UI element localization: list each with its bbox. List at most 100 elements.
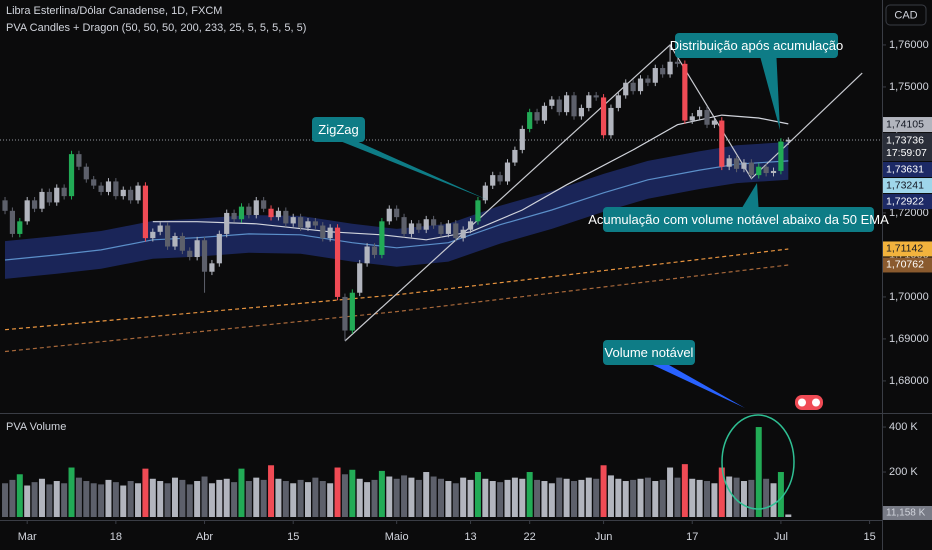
volume-bar	[526, 472, 533, 517]
candle-body	[445, 223, 451, 234]
volume-bar	[157, 481, 164, 517]
candle-body	[652, 68, 658, 83]
candle-body	[76, 154, 82, 167]
candle-body	[637, 78, 644, 92]
candle-body	[194, 240, 200, 258]
candle-body	[386, 208, 392, 222]
candle-body	[24, 200, 30, 222]
candle-body	[453, 223, 459, 239]
indicator-title: PVA Candles + Dragon (50, 50, 50, 200, 2…	[6, 22, 306, 34]
volume-bar	[98, 484, 105, 517]
x-tick-label: 13	[464, 531, 476, 543]
callout-pointer	[342, 142, 488, 200]
candle-body	[113, 181, 119, 197]
volume-bar	[53, 481, 60, 517]
candle-body	[91, 179, 97, 186]
candle-body	[711, 120, 718, 125]
candle-body	[357, 263, 363, 293]
x-tick-label: 15	[863, 531, 875, 543]
candle-body	[534, 112, 540, 121]
candle-body	[46, 191, 52, 203]
candle-body	[586, 95, 592, 108]
price-badge-label: 1,74105	[886, 118, 924, 130]
price-badge-label: 1,72922	[886, 195, 924, 207]
volume-bar	[275, 478, 282, 517]
currency-label[interactable]: CAD	[894, 9, 917, 21]
volume-bar	[142, 468, 149, 517]
volume-bar	[430, 476, 437, 517]
volume-bar	[423, 472, 430, 517]
price-badge-label: 1,73736	[886, 134, 924, 146]
volume-bar	[334, 467, 341, 517]
volume-bar	[364, 482, 371, 517]
volume-bar	[297, 479, 304, 517]
price-badge	[883, 178, 932, 194]
candle-body	[512, 149, 518, 163]
price-pane: 1,680001,690001,700001,710001,720001,730…	[0, 39, 932, 387]
volume-bar	[2, 483, 9, 517]
volume-bar	[674, 477, 681, 517]
candle-body	[645, 78, 651, 83]
volume-bar	[571, 481, 578, 517]
x-tick-label: Abr	[196, 531, 213, 543]
volume-bar	[75, 477, 82, 517]
volume-bar	[711, 483, 718, 517]
candle-body	[593, 95, 599, 98]
candle-body	[623, 82, 629, 96]
annotations: ZigZag Distribuição após acumulação Acumul…	[312, 33, 889, 408]
candle-body	[504, 162, 511, 182]
candle-body	[231, 212, 237, 220]
volume-bar	[593, 478, 600, 517]
indicator-line	[4, 264, 789, 353]
candle-body	[320, 225, 326, 239]
volume-bar	[667, 467, 674, 517]
candle-body	[600, 97, 607, 136]
volume-bar	[371, 479, 378, 517]
volume-bar	[504, 479, 511, 517]
volume-bar	[482, 478, 489, 517]
volume-bar	[474, 472, 481, 517]
volume-bar	[763, 478, 770, 517]
volume-bar	[467, 479, 474, 517]
candle-body	[135, 185, 141, 201]
candle-body	[467, 221, 474, 230]
candle-body	[556, 99, 562, 113]
volume-bar	[401, 475, 408, 517]
candle-body	[660, 68, 666, 75]
volume-bar	[319, 481, 326, 517]
candle-body	[61, 187, 67, 197]
candle-body	[482, 185, 488, 201]
candle-body	[785, 139, 791, 142]
candle-body	[371, 246, 378, 255]
volume-bar	[652, 481, 659, 517]
volume-bar	[378, 470, 385, 517]
volume-bar	[460, 477, 467, 517]
volume-bar	[386, 476, 393, 517]
volume-bar	[127, 481, 134, 517]
volume-bar	[9, 479, 16, 517]
volume-bar	[238, 468, 245, 517]
currency-button[interactable]	[885, 4, 927, 26]
candle-body	[2, 200, 8, 211]
candle-body	[17, 221, 23, 234]
volume-bar	[327, 483, 334, 517]
callout-box	[603, 340, 695, 365]
candle-body	[187, 250, 193, 258]
volume-bar	[223, 478, 230, 517]
candle-body	[667, 61, 673, 75]
candle-body	[283, 210, 289, 224]
volume-bar	[31, 482, 38, 517]
volume-bar	[201, 476, 208, 517]
y-tick-label: 1,68000	[889, 375, 929, 387]
volume-pane: 200 K 400 K 11,158 K	[2, 421, 932, 520]
volume-bar	[563, 478, 570, 517]
x-tick-label: 15	[287, 531, 299, 543]
volume-bar	[548, 483, 555, 517]
volume-bar	[312, 477, 319, 517]
volume-bar	[208, 483, 215, 517]
candle-body	[697, 110, 703, 117]
x-tick-label: Mar	[18, 531, 37, 543]
volume-bar	[541, 481, 548, 517]
volume-bar	[438, 478, 444, 517]
